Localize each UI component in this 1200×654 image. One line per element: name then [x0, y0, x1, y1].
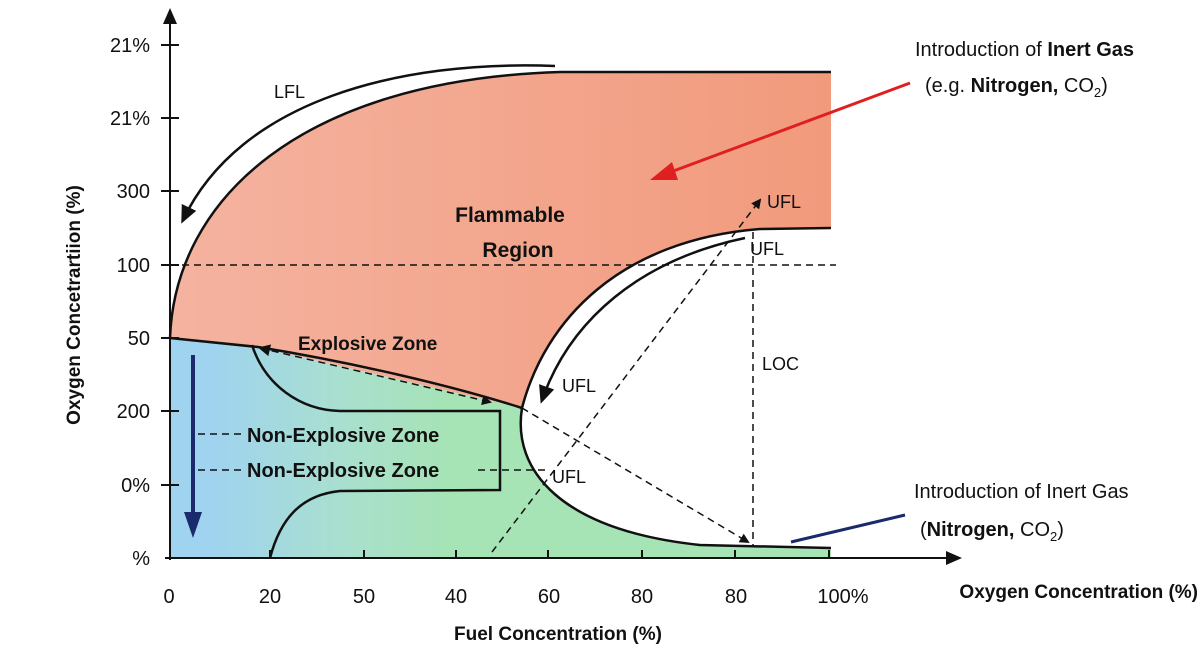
- inert-gas-annotation-top: Introduction of Inert Gas (e.g. Nitrogen…: [915, 39, 1134, 100]
- y-tick-label: 0%: [121, 475, 150, 497]
- svg-text:Introduction of Inert Gas: Introduction of Inert Gas: [914, 481, 1129, 503]
- explosive-zone-label: Explosive Zone: [298, 334, 437, 355]
- svg-text:(Nitrogen, CO2): (Nitrogen, CO2): [920, 519, 1064, 544]
- y-axis-arrow-icon: [163, 8, 177, 24]
- lfl-label: LFL: [274, 82, 305, 102]
- x-axis-title: Fuel Concentration (%): [454, 624, 662, 645]
- red-arrowhead-icon: [650, 162, 678, 180]
- flammable-region-label: Flammable: [455, 204, 565, 227]
- y-tick-label: 50: [128, 328, 150, 350]
- x-tick-label: 80: [725, 586, 747, 608]
- x-tick-label: 40: [445, 586, 467, 608]
- y-tick-label: 200: [117, 401, 150, 423]
- x-tick-label: 20: [259, 586, 281, 608]
- x-tick-label: 0: [163, 586, 174, 608]
- ufl-label: UFL: [767, 192, 801, 212]
- y-tick-label: 21%: [110, 35, 150, 57]
- ufl-label: UFL: [552, 467, 586, 487]
- ufl-label: UFL: [750, 239, 784, 259]
- non-explosive-zone-label: Non-Explosive Zone: [247, 460, 439, 482]
- x-tick-label: 50: [353, 586, 375, 608]
- x-tick-label: 80: [631, 586, 653, 608]
- inert-gas-navy-line: [790, 513, 906, 544]
- inert-down-arrowhead-icon: [184, 512, 202, 538]
- lfl-boundary: [168, 70, 831, 339]
- non-explosive-zone-label: Non-Explosive Zone: [247, 425, 439, 447]
- x-axis-secondary-title: Oxygen Concentration (%): [959, 582, 1198, 603]
- ufl-arrow: [539, 236, 746, 404]
- y-tick-label: 100: [117, 255, 150, 277]
- inert-gas-annotation-bottom: Introduction of Inert Gas (Nitrogen, CO2…: [914, 481, 1129, 544]
- loc-label: LOC: [762, 354, 799, 374]
- diagonal-dashed-arrow-down: [521, 407, 750, 544]
- y-tick-label: 21%: [110, 108, 150, 130]
- svg-text:(e.g. Nitrogen, CO2): (e.g. Nitrogen, CO2): [925, 75, 1108, 100]
- x-tick-label: 60: [538, 586, 560, 608]
- x-axis-arrow-icon: [946, 551, 962, 565]
- flammable-region: [170, 72, 831, 408]
- y-tick-label: %: [132, 548, 150, 570]
- flammable-region-label: Region: [482, 239, 553, 262]
- lfl-arrow: [181, 64, 556, 224]
- y-tick-label: 300: [117, 181, 150, 203]
- y-axis-title: Oxygen Concetrartiion (%): [64, 185, 85, 425]
- diagonal-dashed-arrow-up: [491, 198, 762, 553]
- explosive-dashed-arrow: [258, 344, 492, 406]
- x-tick-label: 100%: [817, 586, 868, 608]
- ufl-label: UFL: [562, 376, 596, 396]
- inert-gas-red-arrow: [667, 81, 911, 175]
- svg-text:Introduction of Inert Gas: Introduction of Inert Gas: [915, 39, 1134, 61]
